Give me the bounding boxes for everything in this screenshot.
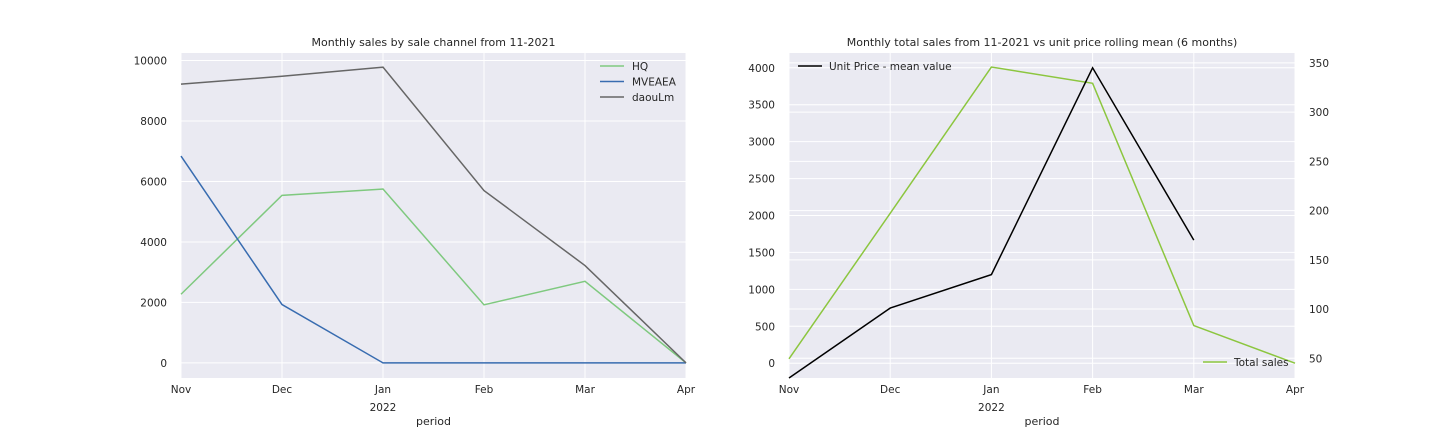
right-x-tick-label: Dec <box>880 384 901 396</box>
left-x-tick-label: Nov <box>171 384 192 396</box>
right-series-line-Total sales <box>788 66 1296 364</box>
right-left-y-tick-label: 3500 <box>748 100 775 112</box>
right-series-lines <box>788 66 1296 379</box>
left-y-tick-label: 6000 <box>140 176 167 188</box>
right-legend-label-unit-price: Unit Price - mean value <box>829 61 952 73</box>
left-x-tick-label: Mar <box>575 384 595 396</box>
left-legend-label: MVEAEA <box>632 77 677 89</box>
right-legend-unit-price: Unit Price - mean value <box>798 61 952 73</box>
left-chart-title: Monthly sales by sale channel from 11-20… <box>312 36 556 49</box>
right-left-y-tick-label: 2500 <box>748 174 775 186</box>
right-left-y-tick-label: 1000 <box>748 284 775 296</box>
right-series-line-Unit Price - mean value <box>788 66 1195 379</box>
right-secondary-y-tick-label: 150 <box>1309 255 1329 267</box>
right-secondary-y-tick-label: 200 <box>1309 206 1329 218</box>
right-x-tick-labels: Nov Dec Jan 2022 Feb Mar Apr <box>779 384 1305 414</box>
right-secondary-y-tick-label: 100 <box>1309 304 1329 316</box>
right-secondary-y-tick-label: 250 <box>1309 156 1329 168</box>
right-x-tick-label: Mar <box>1184 384 1204 396</box>
left-x-tick-label: Apr <box>677 384 696 396</box>
left-legend-label: daouLm <box>632 92 674 104</box>
left-y-tick-label: 10000 <box>134 56 167 68</box>
right-chart: Monthly total sales from 11-2021 vs unit… <box>748 36 1329 428</box>
right-secondary-y-tick-label: 300 <box>1309 107 1329 119</box>
left-chart: Monthly sales by sale channel from 11-20… <box>134 36 696 428</box>
right-legend-label-total-sales: Total sales <box>1233 357 1289 369</box>
left-x-tick-sublabel: 2022 <box>370 402 397 414</box>
left-series-line-HQ <box>180 188 687 364</box>
right-x-tick-label: Apr <box>1286 384 1305 396</box>
left-series-line-MVEAEA <box>180 155 686 364</box>
left-x-tick-label: Jan <box>374 384 391 396</box>
left-y-tick-labels: 0 2000 4000 6000 8000 10000 <box>134 56 167 370</box>
right-secondary-y-tick-label: 350 <box>1309 58 1329 70</box>
right-secondary-y-tick-labels: 50 100 150 200 250 300 350 <box>1309 58 1329 365</box>
right-x-tick-sublabel: 2022 <box>978 402 1005 414</box>
right-left-y-tick-label: 1500 <box>748 247 775 259</box>
left-series-lines <box>180 66 687 364</box>
left-y-tick-label: 0 <box>160 358 167 370</box>
right-left-y-tick-label: 4000 <box>748 63 775 75</box>
left-series-line-daouLm <box>180 66 687 364</box>
left-legend: HQ MVEAEA daouLm <box>600 61 677 104</box>
right-legend-total-sales: Total sales <box>1203 357 1289 369</box>
left-x-tick-labels: Nov Dec Jan 2022 Feb Mar Apr <box>171 384 696 414</box>
right-left-y-tick-label: 3000 <box>748 137 775 149</box>
right-secondary-y-tick-label: 50 <box>1309 353 1322 365</box>
right-x-tick-label: Feb <box>1083 384 1102 396</box>
right-left-y-tick-label: 2000 <box>748 211 775 223</box>
left-y-tick-label: 2000 <box>140 297 167 309</box>
left-gridlines <box>180 53 687 378</box>
left-y-tick-label: 8000 <box>140 116 167 128</box>
right-left-y-tick-label: 0 <box>768 358 775 370</box>
left-legend-label: HQ <box>632 61 648 73</box>
left-x-axis-label: period <box>416 415 451 428</box>
left-y-tick-label: 4000 <box>140 237 167 249</box>
right-x-axis-label: period <box>1024 415 1059 428</box>
right-left-y-tick-label: 500 <box>755 321 775 333</box>
left-x-tick-label: Feb <box>475 384 494 396</box>
right-x-tick-label: Jan <box>982 384 999 396</box>
right-chart-title: Monthly total sales from 11-2021 vs unit… <box>847 36 1238 49</box>
left-x-tick-label: Dec <box>272 384 293 396</box>
right-left-y-tick-labels: 0 500 1000 1500 2000 2500 3000 3500 4000 <box>748 63 775 370</box>
left-plot-area <box>181 53 686 378</box>
right-x-tick-label: Nov <box>779 384 800 396</box>
